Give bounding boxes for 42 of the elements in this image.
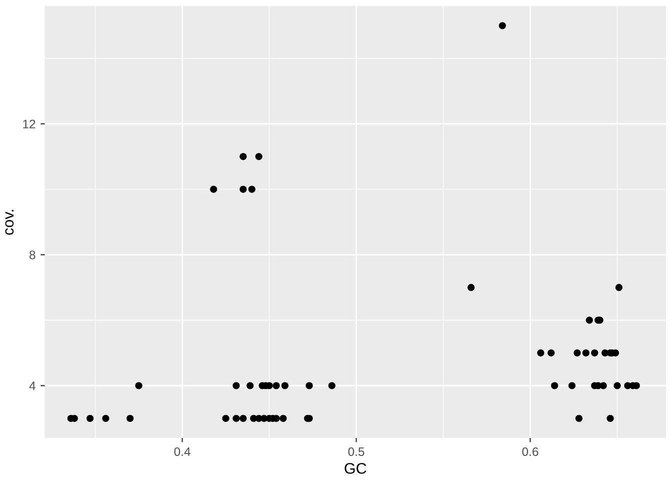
point (222, 414, 230, 422)
point (248, 186, 256, 193)
y-tick-label: 4 (29, 382, 36, 390)
x-tick-label: 0.4 (174, 447, 190, 456)
point (135, 382, 142, 390)
x-tick-label: 0.5 (348, 447, 364, 456)
point (232, 382, 240, 390)
point (591, 349, 598, 356)
point (468, 284, 475, 291)
point (232, 414, 240, 422)
point (246, 382, 254, 390)
point (272, 382, 280, 390)
point (551, 382, 558, 390)
point (600, 382, 607, 390)
point (575, 414, 582, 422)
point (582, 349, 590, 356)
point (255, 153, 262, 160)
point (102, 414, 110, 422)
point (586, 316, 593, 324)
x-axis-title: GC (344, 462, 366, 474)
y-tick-label: 8 (30, 250, 36, 260)
point (615, 284, 623, 291)
point (86, 414, 94, 422)
point (281, 382, 288, 390)
y-tick-label: 12 (23, 120, 36, 128)
point (328, 382, 336, 390)
point (306, 382, 313, 390)
point (240, 414, 247, 422)
point (614, 382, 621, 390)
point (537, 349, 544, 356)
x-tick-label: 0.6 (522, 447, 538, 456)
point (548, 349, 555, 356)
point (240, 153, 247, 160)
point (240, 186, 247, 193)
point (606, 414, 614, 422)
point (280, 414, 287, 422)
y-axis-title: cov. (5, 210, 14, 235)
point (210, 186, 218, 193)
point (498, 22, 506, 30)
point (126, 414, 134, 422)
point (574, 349, 581, 356)
point (568, 382, 576, 390)
